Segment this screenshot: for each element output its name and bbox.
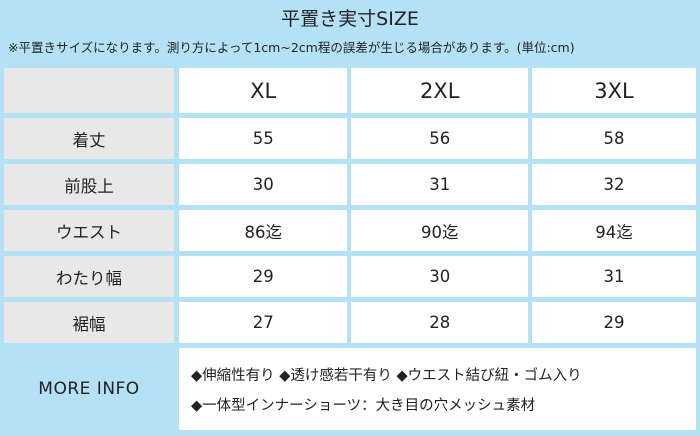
column-header-2xl: 2XL [351,68,533,118]
table-cell: 86迄 [179,210,352,256]
table-cell: 31 [532,256,696,302]
row-label: わたり幅 [4,256,179,302]
size-table: XL 2XL 3XL 着丈 55 56 58 前股上 30 31 32 ウエスト… [4,68,696,348]
table-cell: 90迄 [351,210,533,256]
row-label: ウエスト [4,210,179,256]
more-info-line: ◆伸縮性有り ◆透け感若干有り ◆ウエスト結び紐・ゴム入り [191,368,582,384]
table-row: 着丈 55 56 58 [4,118,696,164]
table-row: ウエスト 86迄 90迄 94迄 [4,210,696,256]
more-info-label: MORE INFO [4,348,174,430]
table-cell: 29 [532,302,696,348]
more-info-panel: ◆伸縮性有り ◆透け感若干有り ◆ウエスト結び紐・ゴム入り ◆一体型インナーショ… [179,348,696,430]
chart-title: 平置き実寸SIZE [281,8,419,30]
table-cell: 28 [351,302,533,348]
table-cell: 55 [179,118,352,164]
table-cell: 29 [179,256,352,302]
row-label: 裾幅 [4,302,179,348]
table-row: 裾幅 27 28 29 [4,302,696,348]
table-row: 前股上 30 31 32 [4,164,696,210]
table-corner-cell [4,68,179,118]
measurement-note: ※平置きサイズになります。測り方によって1cm~2cm程の誤差が生じる場合があり… [8,40,575,55]
more-info-line: ◆一体型インナーショーツ：大き目の穴メッシュ素材 [191,398,536,414]
row-label: 着丈 [4,118,179,164]
table-cell: 58 [532,118,696,164]
table-row: わたり幅 29 30 31 [4,256,696,302]
table-cell: 31 [351,164,533,210]
table-cell: 56 [351,118,533,164]
column-header-xl: XL [179,68,352,118]
row-label: 前股上 [4,164,179,210]
table-cell: 30 [179,164,352,210]
table-cell: 94迄 [532,210,696,256]
table-cell: 30 [351,256,533,302]
table-cell: 27 [179,302,352,348]
table-cell: 32 [532,164,696,210]
table-header-row: XL 2XL 3XL [4,68,696,118]
column-header-3xl: 3XL [532,68,696,118]
